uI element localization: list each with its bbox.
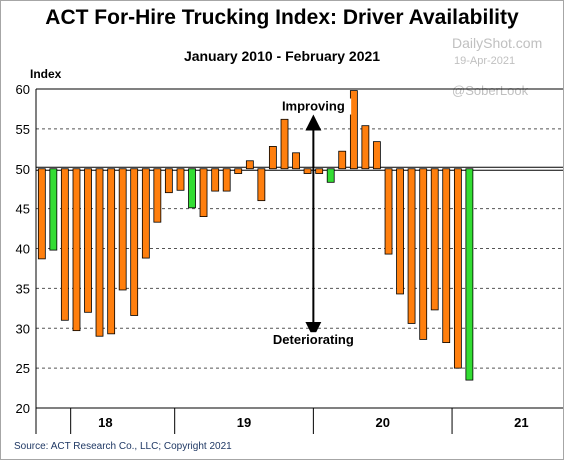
y-tick-label: 45 — [16, 202, 30, 217]
bar — [419, 168, 428, 340]
y-tick-label: 60 — [16, 82, 30, 97]
bar — [453, 168, 462, 369]
annotation-label: Improving — [282, 99, 345, 114]
bar — [199, 168, 208, 217]
bar — [465, 168, 474, 381]
x-tick-label: 19 — [237, 415, 251, 430]
chart-title: ACT For-Hire Trucking Index: Driver Avai… — [45, 6, 519, 29]
bar — [430, 168, 439, 311]
bar — [118, 168, 127, 291]
y-tick-label: 40 — [16, 242, 30, 257]
watermark-site: DailyShot.com — [452, 35, 543, 51]
bar — [338, 150, 347, 170]
bar — [280, 118, 289, 170]
y-axis-label: Index — [30, 67, 62, 81]
bar — [372, 141, 381, 170]
bar — [407, 168, 416, 324]
bar — [176, 168, 185, 191]
bar — [211, 168, 220, 192]
chart-subtitle: January 2010 - February 2021 — [183, 48, 381, 64]
bar — [72, 168, 81, 332]
bar — [315, 168, 324, 174]
bar — [107, 168, 116, 335]
bar — [60, 168, 69, 321]
annotation-bg — [275, 98, 352, 115]
bar — [384, 168, 393, 255]
x-tick-label: 21 — [514, 415, 528, 430]
y-tick-label: 35 — [16, 281, 30, 296]
bar — [442, 168, 451, 344]
bar — [361, 125, 370, 170]
bar — [188, 168, 196, 209]
y-tick-label: 25 — [16, 361, 30, 376]
y-tick-label: 20 — [16, 401, 30, 416]
bar — [222, 168, 231, 192]
bar — [130, 168, 139, 316]
y-tick-label: 55 — [16, 122, 30, 137]
bar — [326, 168, 335, 183]
bar — [37, 168, 46, 260]
bar — [234, 168, 243, 174]
x-tick-label: 18 — [98, 415, 112, 430]
bar — [153, 168, 162, 223]
watermark-date: 19-Apr-2021 — [454, 55, 516, 67]
y-tick-label: 50 — [16, 162, 30, 177]
bar — [268, 146, 277, 170]
bar — [164, 168, 173, 194]
y-tick-label: 30 — [16, 321, 30, 336]
bar — [396, 168, 404, 295]
bar — [257, 168, 266, 202]
bar — [141, 168, 150, 259]
bar — [245, 160, 254, 170]
bar — [95, 168, 104, 337]
bar — [303, 168, 312, 174]
bar — [292, 152, 300, 170]
watermark-handle: @SoberLook — [452, 83, 529, 98]
bar — [349, 90, 358, 170]
bar — [49, 168, 58, 251]
x-tick-label: 20 — [375, 415, 389, 430]
annotation-bg — [258, 332, 368, 349]
source-note: Source: ACT Research Co., LLC; Copyright… — [14, 441, 232, 452]
bar — [84, 168, 92, 313]
annotation-label: Deteriorating — [273, 332, 354, 347]
